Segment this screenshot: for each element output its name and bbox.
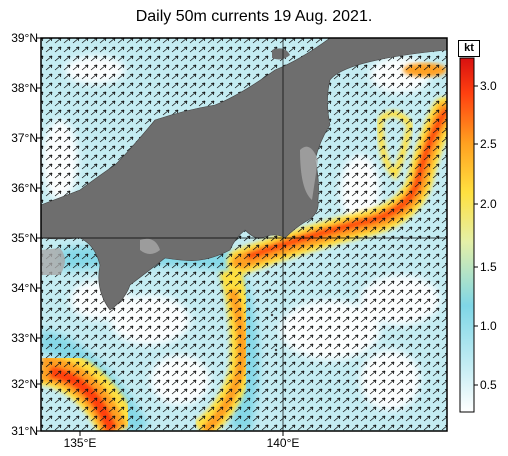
- colorbar-tick: 2.0: [480, 197, 497, 211]
- colorbar-tick: 1.5: [480, 260, 497, 274]
- lat-label: 36°N: [11, 181, 38, 195]
- map-frame: [40, 37, 448, 432]
- lat-label: 32°N: [11, 377, 38, 391]
- current-speed-field: [41, 38, 447, 431]
- lat-label: 39°N: [11, 31, 38, 45]
- lat-label: 35°N: [11, 231, 38, 245]
- map-title: Daily 50m currents 19 Aug. 2021.: [135, 8, 373, 25]
- colorbar-tick: 2.5: [480, 137, 497, 151]
- lat-label: 33°N: [11, 331, 38, 345]
- lon-label: 135°E: [63, 436, 97, 450]
- lon-label: 140°E: [266, 436, 300, 450]
- colorbar-tick: 3.0: [480, 79, 497, 93]
- colorbar-tick: 0.5: [480, 378, 497, 392]
- lat-label: 37°N: [11, 131, 38, 145]
- lat-label: 34°N: [11, 281, 38, 295]
- colorbar-tick: 1.0: [480, 319, 497, 333]
- colorbar: [459, 57, 475, 413]
- colorbar-unit: kt: [458, 40, 480, 57]
- lat-label: 38°N: [11, 81, 38, 95]
- frame-ticks: [36, 37, 284, 436]
- lat-label: 31°N: [11, 424, 38, 438]
